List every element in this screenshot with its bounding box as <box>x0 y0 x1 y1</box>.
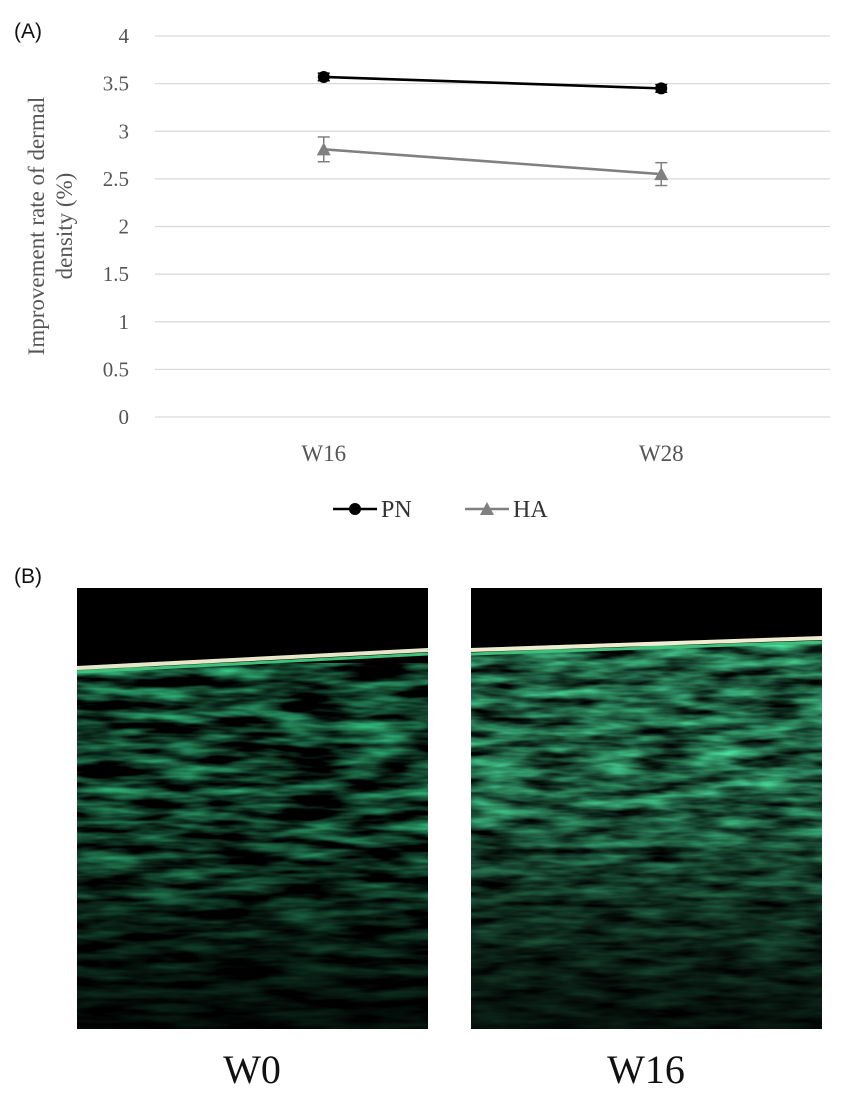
y-tick-label: 1 <box>119 310 130 334</box>
y-tick-label: 1.5 <box>103 262 129 286</box>
y-tick-label: 0.5 <box>103 357 129 381</box>
ultrasound-image-right <box>471 588 822 1029</box>
x-tick-labels: W16 W28 <box>301 441 683 466</box>
line-chart: 0 0.5 1 1.5 2 2.5 3 3.5 4 W16 W28 Improvement rat… <box>24 24 830 523</box>
chart-series <box>316 70 669 187</box>
chart-grid <box>155 35 830 418</box>
data-point <box>654 167 669 181</box>
y-tick-label: 0 <box>119 405 130 429</box>
legend-label: PN <box>381 497 412 523</box>
ultrasound-texture-left <box>77 588 428 1029</box>
x-tick-label: W16 <box>301 441 346 466</box>
data-point <box>316 142 331 156</box>
series-pn <box>317 70 668 95</box>
y-tick-label: 2 <box>119 215 130 239</box>
legend-item-pn: PN <box>333 497 412 523</box>
x-tick-label: W28 <box>639 441 684 466</box>
panel-b-label: (B) <box>14 565 42 588</box>
data-point <box>317 70 330 83</box>
y-tick-labels: 0 0.5 1 1.5 2 2.5 3 3.5 4 <box>103 24 130 429</box>
legend-swatch-marker <box>349 503 361 515</box>
series-line <box>323 75 662 90</box>
legend-label: HA <box>513 497 548 523</box>
y-axis-label-line2: density (%) <box>52 173 77 280</box>
y-tick-label: 3 <box>119 119 130 143</box>
data-point <box>655 82 668 95</box>
series-ha <box>316 136 669 187</box>
y-tick-label: 3.5 <box>103 72 129 96</box>
y-tick-label: 4 <box>119 24 130 48</box>
series-line <box>323 148 662 176</box>
y-tick-label: 2.5 <box>103 167 129 191</box>
ultrasound-image-left <box>77 588 428 1029</box>
legend-swatch-marker <box>480 502 494 515</box>
y-axis-label-line1: Improvement rate of dermal <box>24 97 49 356</box>
panel-a-label: (A) <box>14 20 42 43</box>
right-image-caption: W16 <box>607 1047 685 1092</box>
legend-item-ha: HA <box>465 497 548 523</box>
left-image-caption: W0 <box>223 1047 281 1092</box>
ultrasound-texture-right <box>471 588 822 1029</box>
chart-legend: PN HA <box>333 497 548 523</box>
